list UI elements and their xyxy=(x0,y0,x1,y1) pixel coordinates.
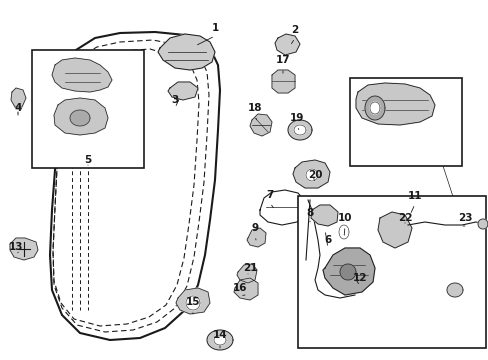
Polygon shape xyxy=(339,264,355,280)
Bar xyxy=(297,196,485,348)
Polygon shape xyxy=(323,248,374,295)
Text: 14: 14 xyxy=(212,330,227,340)
Text: 21: 21 xyxy=(242,263,257,273)
Polygon shape xyxy=(300,214,319,230)
Text: 2: 2 xyxy=(291,25,298,35)
Bar xyxy=(32,50,143,168)
Polygon shape xyxy=(158,34,215,70)
Text: 20: 20 xyxy=(307,170,322,180)
Polygon shape xyxy=(214,335,225,345)
Polygon shape xyxy=(455,207,475,226)
Polygon shape xyxy=(168,82,198,100)
Polygon shape xyxy=(333,218,353,246)
Polygon shape xyxy=(185,296,200,310)
Polygon shape xyxy=(271,70,294,93)
Polygon shape xyxy=(11,88,26,107)
Text: 15: 15 xyxy=(185,297,200,307)
Text: 10: 10 xyxy=(337,213,351,223)
Polygon shape xyxy=(287,120,311,140)
Polygon shape xyxy=(249,114,271,136)
Polygon shape xyxy=(274,34,299,55)
Polygon shape xyxy=(246,228,265,247)
Polygon shape xyxy=(446,283,462,297)
Text: 6: 6 xyxy=(324,235,331,245)
Polygon shape xyxy=(70,110,90,126)
Polygon shape xyxy=(310,205,337,226)
Polygon shape xyxy=(260,190,305,225)
Text: 13: 13 xyxy=(9,242,23,252)
Polygon shape xyxy=(237,264,257,283)
Polygon shape xyxy=(377,212,411,248)
Text: 1: 1 xyxy=(211,23,218,33)
Text: 5: 5 xyxy=(84,155,91,165)
Text: 16: 16 xyxy=(232,283,247,293)
Polygon shape xyxy=(176,288,209,314)
Text: 9: 9 xyxy=(251,223,258,233)
Text: 12: 12 xyxy=(352,273,366,283)
Polygon shape xyxy=(52,58,112,92)
Bar xyxy=(349,78,461,166)
Text: 7: 7 xyxy=(266,190,273,200)
Polygon shape xyxy=(364,96,384,120)
Polygon shape xyxy=(355,83,434,125)
Polygon shape xyxy=(477,219,487,229)
Text: 8: 8 xyxy=(306,208,313,218)
Polygon shape xyxy=(305,169,317,181)
Polygon shape xyxy=(234,278,258,300)
Polygon shape xyxy=(292,160,329,188)
Text: 3: 3 xyxy=(171,95,178,105)
Text: 4: 4 xyxy=(14,103,21,113)
Polygon shape xyxy=(206,330,232,350)
Text: 11: 11 xyxy=(407,191,421,201)
Text: 18: 18 xyxy=(247,103,262,113)
Text: 23: 23 xyxy=(457,213,471,223)
Text: 19: 19 xyxy=(289,113,304,123)
Text: 22: 22 xyxy=(397,213,411,223)
Text: 17: 17 xyxy=(275,55,290,65)
Polygon shape xyxy=(293,125,305,135)
Polygon shape xyxy=(54,98,108,135)
Polygon shape xyxy=(338,225,348,239)
Polygon shape xyxy=(369,102,379,114)
Polygon shape xyxy=(10,238,38,260)
